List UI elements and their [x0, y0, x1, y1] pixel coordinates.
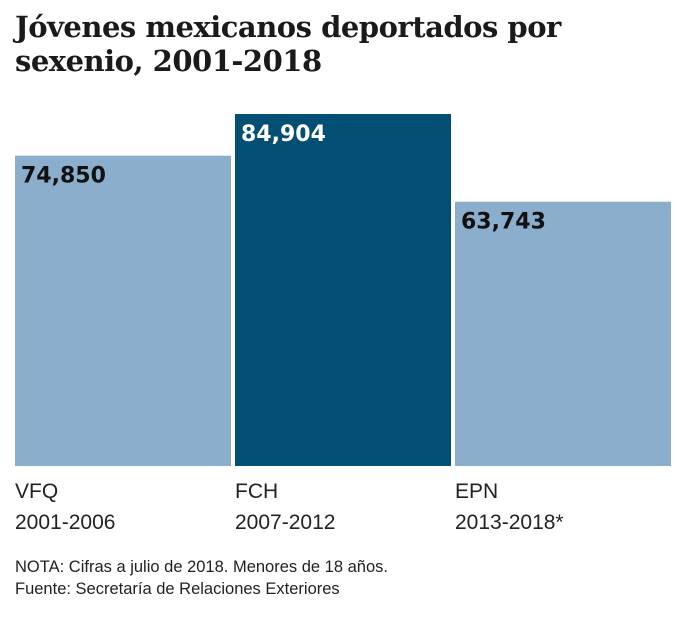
data-label: 74,850 [21, 164, 106, 189]
data-label: 63,743 [461, 210, 546, 235]
chart-title: Jóvenes mexicanos deportados por sexenio… [15, 10, 561, 78]
source-text: Fuente: Secretaría de Relaciones Exterio… [15, 580, 340, 598]
category-label: VFQ [15, 480, 58, 503]
data-label: 84,904 [241, 122, 326, 147]
note-text: NOTA: Cifras a julio de 2018. Menores de… [15, 558, 388, 576]
bar-chart: 74,850 VFQ 2001-2006 84,904 FCH 2007-2012 63,7… [15, 114, 671, 534]
category-label: FCH [235, 480, 278, 503]
category-label: EPN [455, 480, 498, 503]
bar-fch [235, 114, 451, 466]
category-period-label: 2007-2012 [235, 511, 335, 534]
category-period-label: 2013-2018* [455, 511, 564, 534]
category-period-label: 2001-2006 [15, 511, 115, 534]
bar-epn [455, 201, 671, 466]
chart-notes: NOTA: Cifras a julio de 2018. Menores de… [15, 556, 388, 600]
bar-vfq [15, 155, 231, 466]
